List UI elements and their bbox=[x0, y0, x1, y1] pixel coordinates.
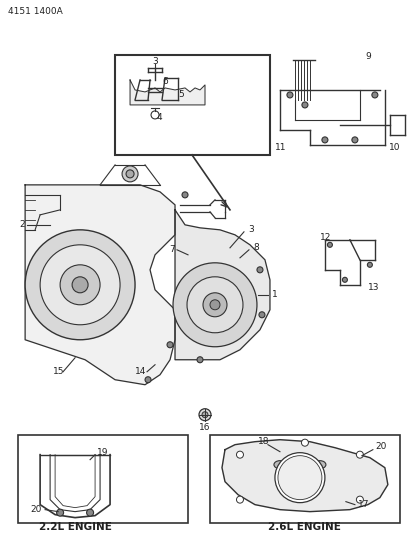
Circle shape bbox=[366, 262, 371, 268]
Circle shape bbox=[197, 357, 202, 363]
Circle shape bbox=[60, 265, 100, 305]
Circle shape bbox=[351, 137, 357, 143]
Circle shape bbox=[202, 293, 227, 317]
Text: 3: 3 bbox=[247, 225, 253, 235]
Circle shape bbox=[274, 453, 324, 503]
Text: 11: 11 bbox=[274, 143, 286, 152]
Polygon shape bbox=[175, 210, 269, 360]
Circle shape bbox=[301, 102, 307, 108]
Ellipse shape bbox=[273, 461, 285, 469]
Circle shape bbox=[286, 92, 292, 98]
Polygon shape bbox=[221, 440, 387, 512]
Circle shape bbox=[355, 451, 362, 458]
Circle shape bbox=[25, 230, 135, 340]
Polygon shape bbox=[130, 80, 204, 105]
Text: 7: 7 bbox=[169, 245, 175, 254]
Circle shape bbox=[355, 496, 362, 503]
Text: 17: 17 bbox=[357, 500, 369, 509]
Polygon shape bbox=[25, 185, 175, 385]
Circle shape bbox=[86, 509, 93, 516]
Circle shape bbox=[202, 411, 207, 418]
Bar bbox=[18, 435, 188, 523]
Text: 10: 10 bbox=[388, 143, 400, 152]
Circle shape bbox=[173, 263, 256, 347]
Circle shape bbox=[40, 245, 120, 325]
Ellipse shape bbox=[313, 461, 325, 469]
Text: 4: 4 bbox=[157, 114, 162, 123]
Bar bbox=[115, 55, 269, 155]
Text: 1: 1 bbox=[271, 290, 277, 300]
Circle shape bbox=[258, 312, 264, 318]
Circle shape bbox=[256, 267, 262, 273]
Text: 12: 12 bbox=[319, 233, 330, 243]
Text: 2: 2 bbox=[20, 220, 25, 229]
Bar bbox=[209, 435, 399, 523]
Text: 6: 6 bbox=[162, 77, 167, 86]
Circle shape bbox=[126, 170, 134, 178]
Text: 19: 19 bbox=[97, 448, 108, 457]
Text: 15: 15 bbox=[53, 367, 65, 376]
Circle shape bbox=[72, 277, 88, 293]
Circle shape bbox=[301, 439, 308, 446]
Text: 13: 13 bbox=[367, 284, 378, 292]
Circle shape bbox=[236, 496, 243, 503]
Circle shape bbox=[342, 277, 346, 282]
Text: 18: 18 bbox=[257, 437, 269, 446]
Text: 2.6L ENGINE: 2.6L ENGINE bbox=[268, 522, 341, 531]
Circle shape bbox=[321, 137, 327, 143]
Circle shape bbox=[187, 277, 243, 333]
Circle shape bbox=[198, 409, 211, 421]
Text: 16: 16 bbox=[199, 423, 210, 432]
Circle shape bbox=[209, 300, 220, 310]
Circle shape bbox=[182, 192, 188, 198]
Text: 4151 1400A: 4151 1400A bbox=[8, 7, 63, 17]
Text: 9: 9 bbox=[364, 52, 370, 61]
Text: 2.2L ENGINE: 2.2L ENGINE bbox=[38, 522, 111, 531]
Text: 14: 14 bbox=[135, 367, 146, 376]
Circle shape bbox=[166, 342, 173, 348]
Text: 5: 5 bbox=[178, 91, 183, 100]
Text: 20: 20 bbox=[30, 505, 41, 514]
Circle shape bbox=[122, 166, 138, 182]
Text: 8: 8 bbox=[252, 244, 258, 252]
Circle shape bbox=[371, 92, 377, 98]
Text: 3: 3 bbox=[152, 58, 157, 67]
Text: 20: 20 bbox=[374, 442, 385, 451]
Circle shape bbox=[145, 377, 151, 383]
Circle shape bbox=[277, 456, 321, 499]
Circle shape bbox=[236, 451, 243, 458]
Circle shape bbox=[327, 243, 332, 247]
Circle shape bbox=[56, 509, 63, 516]
